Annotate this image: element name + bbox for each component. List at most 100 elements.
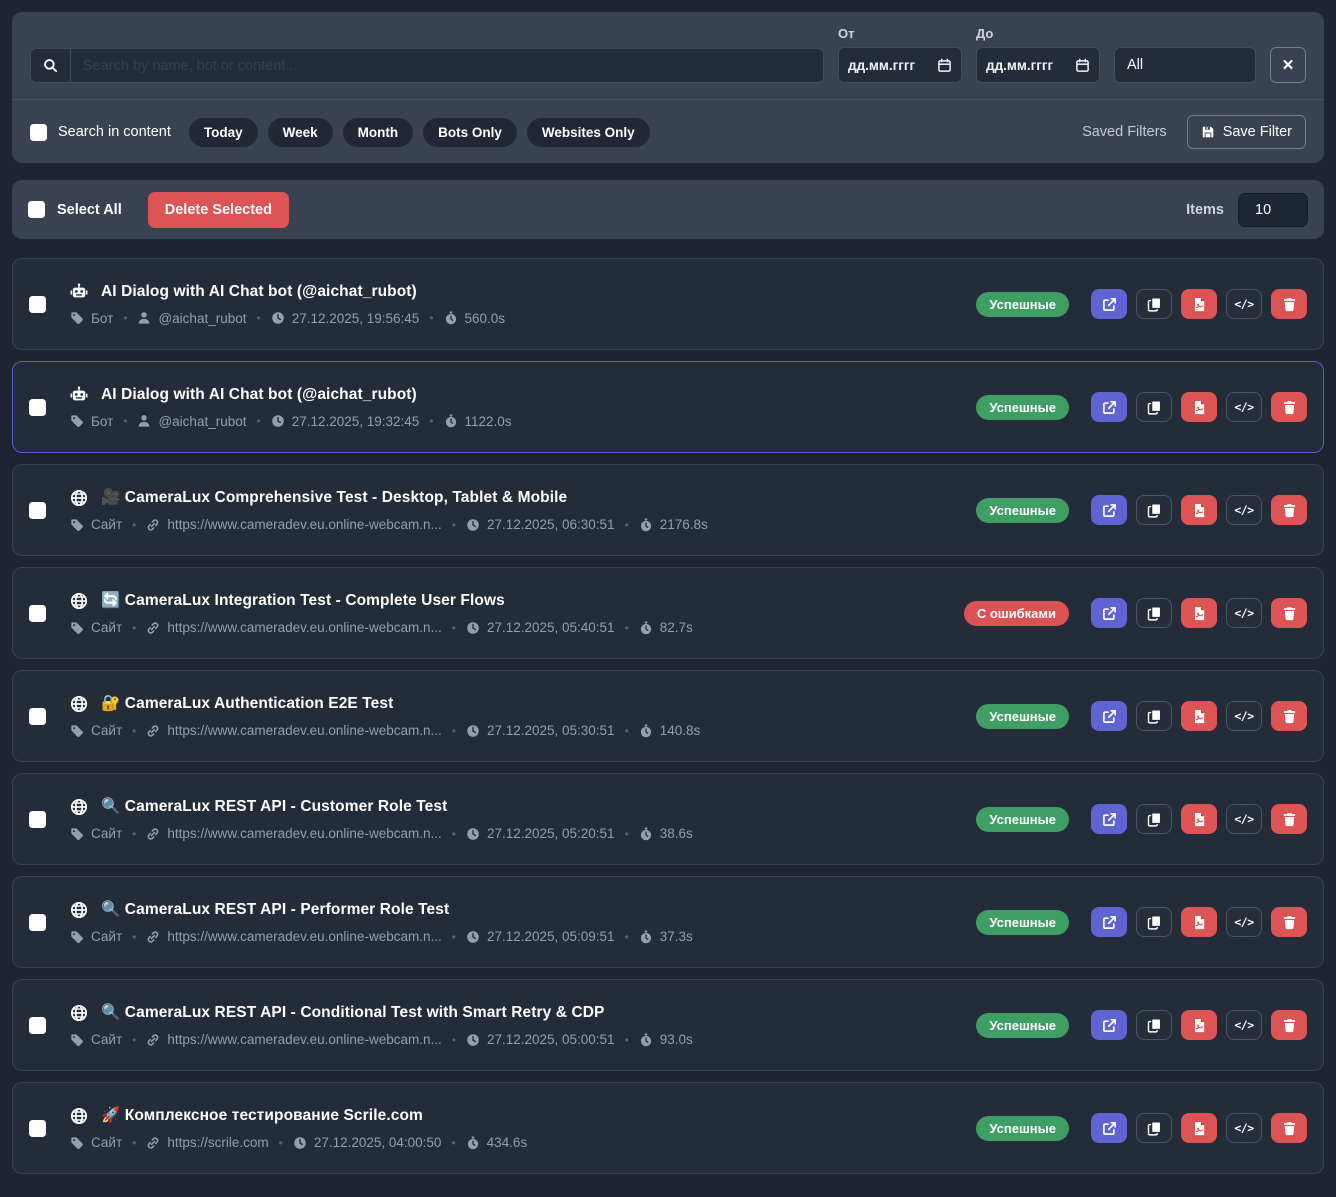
code-export-button[interactable]: </> (1226, 804, 1262, 834)
code-export-button[interactable]: </> (1226, 907, 1262, 937)
meta-separator: • (451, 1135, 456, 1150)
copy-button[interactable] (1136, 289, 1172, 319)
copy-button[interactable] (1136, 1010, 1172, 1040)
row-checkbox[interactable] (29, 501, 46, 519)
meta-separator: • (624, 517, 629, 532)
delete-selected-button[interactable]: Delete Selected (147, 191, 289, 228)
meta-separator: • (256, 311, 261, 325)
delete-button[interactable] (1271, 598, 1307, 628)
pdf-export-button[interactable] (1181, 1113, 1217, 1143)
stopwatch-icon (639, 518, 653, 532)
tag-label: Сайт (91, 1032, 123, 1047)
code-export-button[interactable]: </> (1226, 701, 1262, 731)
run-card: AI Dialog with AI Chat bot (@aichat_rubo… (12, 258, 1324, 350)
run-type-tag: Сайт (70, 723, 122, 738)
run-duration: 1122.0s (444, 414, 512, 429)
tag-icon (70, 1033, 84, 1047)
run-type-tag: Сайт (70, 929, 122, 944)
row-checkbox[interactable] (29, 295, 46, 313)
pdf-export-button[interactable] (1181, 804, 1217, 834)
row-checkbox[interactable] (29, 398, 46, 416)
open-run-button[interactable] (1091, 392, 1127, 422)
quick-filter-month[interactable]: Month (342, 117, 414, 147)
saved-filters-link[interactable]: Saved Filters (1082, 124, 1167, 140)
save-icon (1201, 125, 1215, 139)
delete-button[interactable] (1271, 1010, 1307, 1040)
code-export-button[interactable]: </> (1226, 1010, 1262, 1040)
pdf-export-button[interactable] (1181, 1010, 1217, 1040)
run-datetime: 27.12.2025, 06:30:51 (466, 517, 615, 532)
bot-icon (70, 385, 88, 404)
delete-button[interactable] (1271, 495, 1307, 525)
delete-button[interactable] (1271, 289, 1307, 319)
quick-filter-week[interactable]: Week (267, 117, 333, 147)
open-run-button[interactable] (1091, 495, 1127, 525)
calendar-icon[interactable] (937, 58, 952, 73)
quick-filter-websites-only[interactable]: Websites Only (526, 117, 650, 147)
pdf-export-button[interactable] (1181, 392, 1217, 422)
date-to-input[interactable]: дд.мм.гггг (976, 47, 1100, 83)
open-run-button[interactable] (1091, 701, 1127, 731)
row-checkbox[interactable] (29, 604, 46, 622)
run-type-tag: Бот (70, 311, 113, 326)
search-input[interactable] (71, 49, 823, 82)
copy-button[interactable] (1136, 1113, 1172, 1143)
open-run-button[interactable] (1091, 1010, 1127, 1040)
pdf-export-button[interactable] (1181, 289, 1217, 319)
delete-button[interactable] (1271, 804, 1307, 834)
delete-button[interactable] (1271, 907, 1307, 937)
pdf-export-button[interactable] (1181, 495, 1217, 525)
calendar-icon[interactable] (1075, 58, 1090, 73)
code-export-button[interactable]: </> (1226, 1113, 1262, 1143)
code-export-button[interactable]: </> (1226, 495, 1262, 525)
open-run-button[interactable] (1091, 907, 1127, 937)
open-run-button[interactable] (1091, 598, 1127, 628)
save-filter-button[interactable]: Save Filter (1186, 115, 1306, 149)
status-badge: Успешные (976, 497, 1069, 523)
open-run-button[interactable] (1091, 289, 1127, 319)
row-checkbox[interactable] (29, 707, 46, 725)
run-duration: 434.6s (466, 1135, 527, 1150)
run-list: AI Dialog with AI Chat bot (@aichat_rubo… (12, 258, 1324, 1174)
delete-button[interactable] (1271, 1113, 1307, 1143)
code-export-button[interactable]: </> (1226, 289, 1262, 319)
open-run-button[interactable] (1091, 804, 1127, 834)
select-all-checkbox[interactable] (28, 201, 45, 218)
copy-button[interactable] (1136, 598, 1172, 628)
meta-separator: • (624, 1032, 629, 1047)
code-icon: </> (1234, 1121, 1254, 1135)
tag-icon (70, 1136, 84, 1150)
type-filter-select[interactable]: All (1114, 47, 1256, 83)
delete-button[interactable] (1271, 701, 1307, 731)
clear-filters-button[interactable]: ✕ (1270, 47, 1306, 83)
pdf-export-button[interactable] (1181, 907, 1217, 937)
items-per-page-input[interactable] (1238, 192, 1308, 227)
code-export-button[interactable]: </> (1226, 392, 1262, 422)
row-checkbox[interactable] (29, 810, 46, 828)
row-checkbox[interactable] (29, 1016, 46, 1034)
search-in-content-checkbox[interactable] (30, 123, 47, 141)
copy-button[interactable] (1136, 907, 1172, 937)
copy-button[interactable] (1136, 495, 1172, 525)
open-run-button[interactable] (1091, 1113, 1127, 1143)
pdf-export-button[interactable] (1181, 701, 1217, 731)
source-label: @aichat_rubot (158, 310, 247, 326)
date-to-placeholder: дд.мм.гггг (986, 57, 1054, 73)
datetime-label: 27.12.2025, 05:20:51 (486, 826, 615, 841)
globe-icon (70, 1004, 88, 1022)
run-source: https://scrile.com (146, 1135, 269, 1150)
clock-icon (293, 1136, 307, 1150)
run-title: AI Dialog with AI Chat bot (@aichat_rubo… (101, 282, 417, 300)
row-checkbox[interactable] (29, 913, 46, 931)
row-checkbox[interactable] (29, 1119, 46, 1137)
quick-filter-bots-only[interactable]: Bots Only (423, 117, 517, 147)
code-export-button[interactable]: </> (1226, 598, 1262, 628)
meta-separator: • (451, 723, 456, 738)
copy-button[interactable] (1136, 701, 1172, 731)
pdf-export-button[interactable] (1181, 598, 1217, 628)
date-from-input[interactable]: дд.мм.гггг (838, 47, 962, 83)
delete-button[interactable] (1271, 392, 1307, 422)
quick-filter-today[interactable]: Today (188, 117, 258, 147)
copy-button[interactable] (1136, 804, 1172, 834)
copy-button[interactable] (1136, 392, 1172, 422)
